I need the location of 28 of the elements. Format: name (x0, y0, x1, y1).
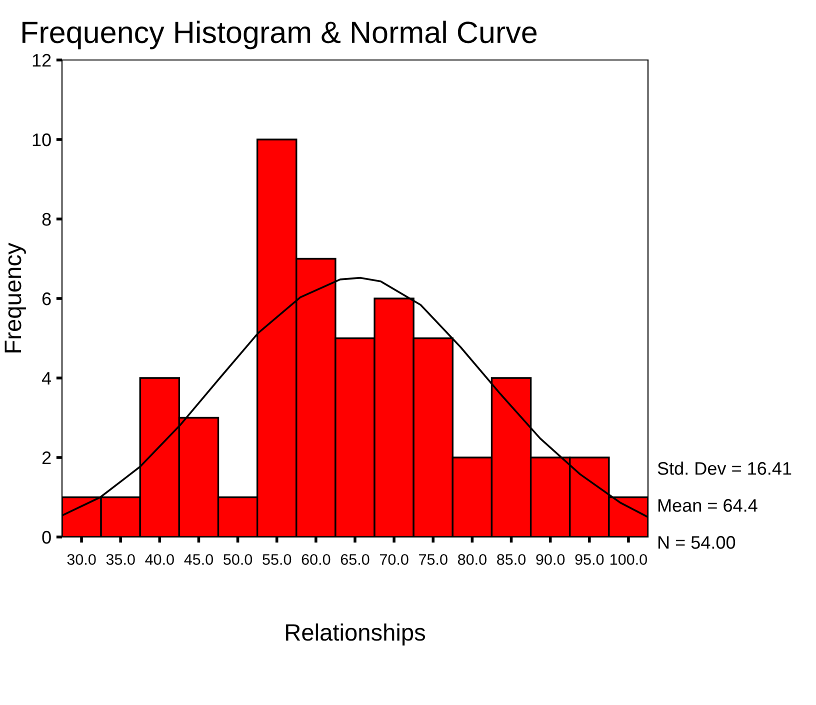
x-tick-label: 100.0 (610, 554, 647, 565)
y-axis-title: Frequency (4, 242, 26, 352)
x-tick-label: 90.0 (536, 554, 565, 565)
x-tick-label: 40.0 (145, 554, 174, 565)
x-tick-label: 95.0 (575, 554, 604, 565)
x-tick-label: 80.0 (458, 554, 486, 565)
y-tick-label: 2 (42, 451, 51, 464)
x-tick-label: 45.0 (184, 554, 214, 565)
y-tick-label: 0 (42, 530, 51, 544)
x-tick-label: 55.0 (262, 554, 292, 565)
x-tick-label: 50.0 (224, 554, 252, 565)
y-tick-label: 6 (42, 292, 51, 306)
chart-title: Frequency Histogram & Normal Curve (22, 20, 537, 50)
x-axis-title: Relationships (286, 623, 426, 646)
y-tick-label: 4 (42, 372, 52, 385)
y-tick-label: 12 (32, 54, 51, 67)
x-tick-label: 35.0 (106, 554, 135, 565)
text: N = 54.00 (658, 536, 736, 549)
y-tick-label: 8 (42, 212, 51, 226)
x-tick-label: 60.0 (302, 554, 330, 565)
x-tick-label: 70.0 (380, 554, 408, 565)
text: Std. Dev = 16.41 (658, 462, 792, 475)
y-tick-label: 10 (32, 133, 51, 146)
x-tick-label: 75.0 (419, 554, 448, 565)
x-tick-label: 85.0 (497, 554, 526, 565)
text: Mean = 64.4 (658, 499, 758, 512)
x-tick-label: 65.0 (340, 554, 370, 565)
x-tick-label: 30.0 (67, 554, 96, 565)
